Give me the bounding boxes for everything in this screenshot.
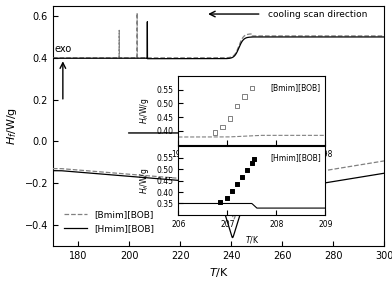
Point	[220, 124, 226, 129]
Y-axis label: $H_{f}$/W/g: $H_{f}$/W/g	[138, 167, 151, 194]
Point	[234, 182, 240, 186]
Point	[217, 200, 223, 205]
Legend: [Bmim][BOB], [Hmim][BOB]: [Bmim][BOB], [Hmim][BOB]	[61, 207, 158, 237]
Text: heating scan direction: heating scan direction	[199, 128, 300, 137]
Point	[241, 94, 248, 99]
Point	[251, 157, 258, 161]
Y-axis label: $H_{f}$/W/g: $H_{f}$/W/g	[138, 97, 151, 124]
Text: cooling scan direction: cooling scan direction	[268, 10, 368, 19]
Point	[249, 86, 255, 90]
Point	[229, 189, 236, 193]
X-axis label: $T$/K: $T$/K	[245, 234, 259, 245]
Text: [Bmim][BOB]: [Bmim][BOB]	[271, 83, 321, 92]
Text: exo: exo	[54, 44, 71, 54]
Point	[244, 168, 250, 173]
Point	[249, 161, 255, 166]
Text: [Hmim][BOB]: [Hmim][BOB]	[270, 153, 321, 162]
Point	[239, 175, 245, 179]
Point	[212, 130, 218, 135]
X-axis label: $T$/K: $T$/K	[209, 266, 229, 279]
Y-axis label: $H_{f}$/W/g: $H_{f}$/W/g	[5, 107, 19, 145]
Point	[224, 196, 230, 200]
Point	[234, 104, 240, 108]
Point	[227, 116, 233, 121]
